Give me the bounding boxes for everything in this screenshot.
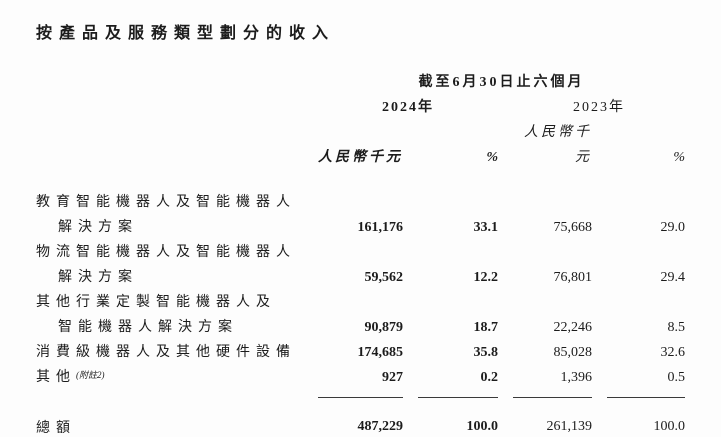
row-label-line1: 教育智能機器人及智能機器人 xyxy=(36,195,296,210)
total-amount-2024: 487,229 xyxy=(318,414,404,437)
table-header-period-row: 截至6月30日止六個月 xyxy=(36,70,688,95)
table-row-total: 總額 487,229 100.0 261,139 100.0 xyxy=(36,414,688,437)
header-spacer xyxy=(36,70,303,95)
table-header-year-row: 2024年 2023年 xyxy=(36,95,688,120)
table-row-others: 其他(附註2) 927 0.2 1,396 0.5 xyxy=(36,365,688,398)
period-header: 截至6月30日止六個月 xyxy=(418,75,585,90)
total-pct-2023: 100.0 xyxy=(607,414,686,437)
row-label: 其他(附註2) xyxy=(36,365,303,398)
pct-2023: 29.0 xyxy=(660,220,686,235)
pct-2024: 33.1 xyxy=(473,220,499,235)
pct-2023: 29.4 xyxy=(660,270,686,285)
amount-2024: 59,562 xyxy=(364,270,404,285)
pct-2024: 0.2 xyxy=(418,365,498,398)
pct-2023: 0.5 xyxy=(607,365,685,398)
unit-pct-2023-header: % xyxy=(673,150,685,165)
table-row-consumer-hardware: 消費級機器人及其他硬件設備 174,685 35.8 85,028 32.6 xyxy=(36,340,688,365)
table-row-education: 教育智能機器人及智能機器人 解決方案 161,176 33.1 75,668 2… xyxy=(36,190,688,240)
amount-2024: 90,879 xyxy=(364,320,404,335)
amount-2024: 927 xyxy=(318,365,403,398)
pct-2024: 12.2 xyxy=(473,270,499,285)
amount-2023: 75,668 xyxy=(553,220,593,235)
row-label-line1: 其他行業定製智能機器人及 xyxy=(36,295,276,310)
total-label: 總額 xyxy=(36,421,76,436)
table-header-units-row: 人民幣千元 % 人民幣千元 % xyxy=(36,120,688,170)
unit-rmb-2024-header: 人民幣千元 xyxy=(318,150,403,165)
year-2023-header: 2023年 xyxy=(573,100,625,115)
row-label-line2: 解決方案 xyxy=(58,270,138,285)
header-body-gap xyxy=(36,170,688,190)
amount-2024: 174,685 xyxy=(357,345,404,360)
revenue-table: 截至6月30日止六個月 2024年 2023年 人民幣千元 % 人民幣千元 % … xyxy=(36,70,688,437)
amount-2023: 22,246 xyxy=(553,320,593,335)
header-spacer xyxy=(36,95,303,120)
footnote-reference: (附註2) xyxy=(76,370,105,380)
page-title: 按產品及服務類型劃分的收入 xyxy=(36,25,336,42)
row-label-text: 其他 xyxy=(36,370,76,385)
table-row-custom-industry: 其他行業定製智能機器人及 智能機器人解決方案 90,879 18.7 22,24… xyxy=(36,290,688,340)
pct-2023: 8.5 xyxy=(667,320,686,335)
unit-pct-2024-header: % xyxy=(486,150,498,165)
amount-2023: 76,801 xyxy=(553,270,593,285)
pct-2023: 32.6 xyxy=(660,345,686,360)
pct-2024: 18.7 xyxy=(473,320,499,335)
row-label: 教育智能機器人及智能機器人 解決方案 xyxy=(36,190,303,240)
amount-2023: 85,028 xyxy=(553,345,593,360)
row-label: 物流智能機器人及智能機器人 解決方案 xyxy=(36,240,303,290)
row-label: 其他行業定製智能機器人及 智能機器人解決方案 xyxy=(36,290,303,340)
unit-rmb-2023-header: 人民幣千元 xyxy=(524,125,592,165)
table-row-logistics: 物流智能機器人及智能機器人 解決方案 59,562 12.2 76,801 29… xyxy=(36,240,688,290)
total-amount-2023: 261,139 xyxy=(513,414,593,437)
row-label-line2: 解決方案 xyxy=(58,220,138,235)
row-label-line1: 物流智能機器人及智能機器人 xyxy=(36,245,296,260)
row-label-line2: 智能機器人解決方案 xyxy=(58,320,238,335)
pct-2024: 35.8 xyxy=(473,345,499,360)
amount-2024: 161,176 xyxy=(357,220,404,235)
total-pct-2024: 100.0 xyxy=(418,414,499,437)
year-2024-header: 2024年 xyxy=(382,100,434,115)
row-label: 消費級機器人及其他硬件設備 xyxy=(36,345,296,360)
amount-2023: 1,396 xyxy=(513,365,592,398)
